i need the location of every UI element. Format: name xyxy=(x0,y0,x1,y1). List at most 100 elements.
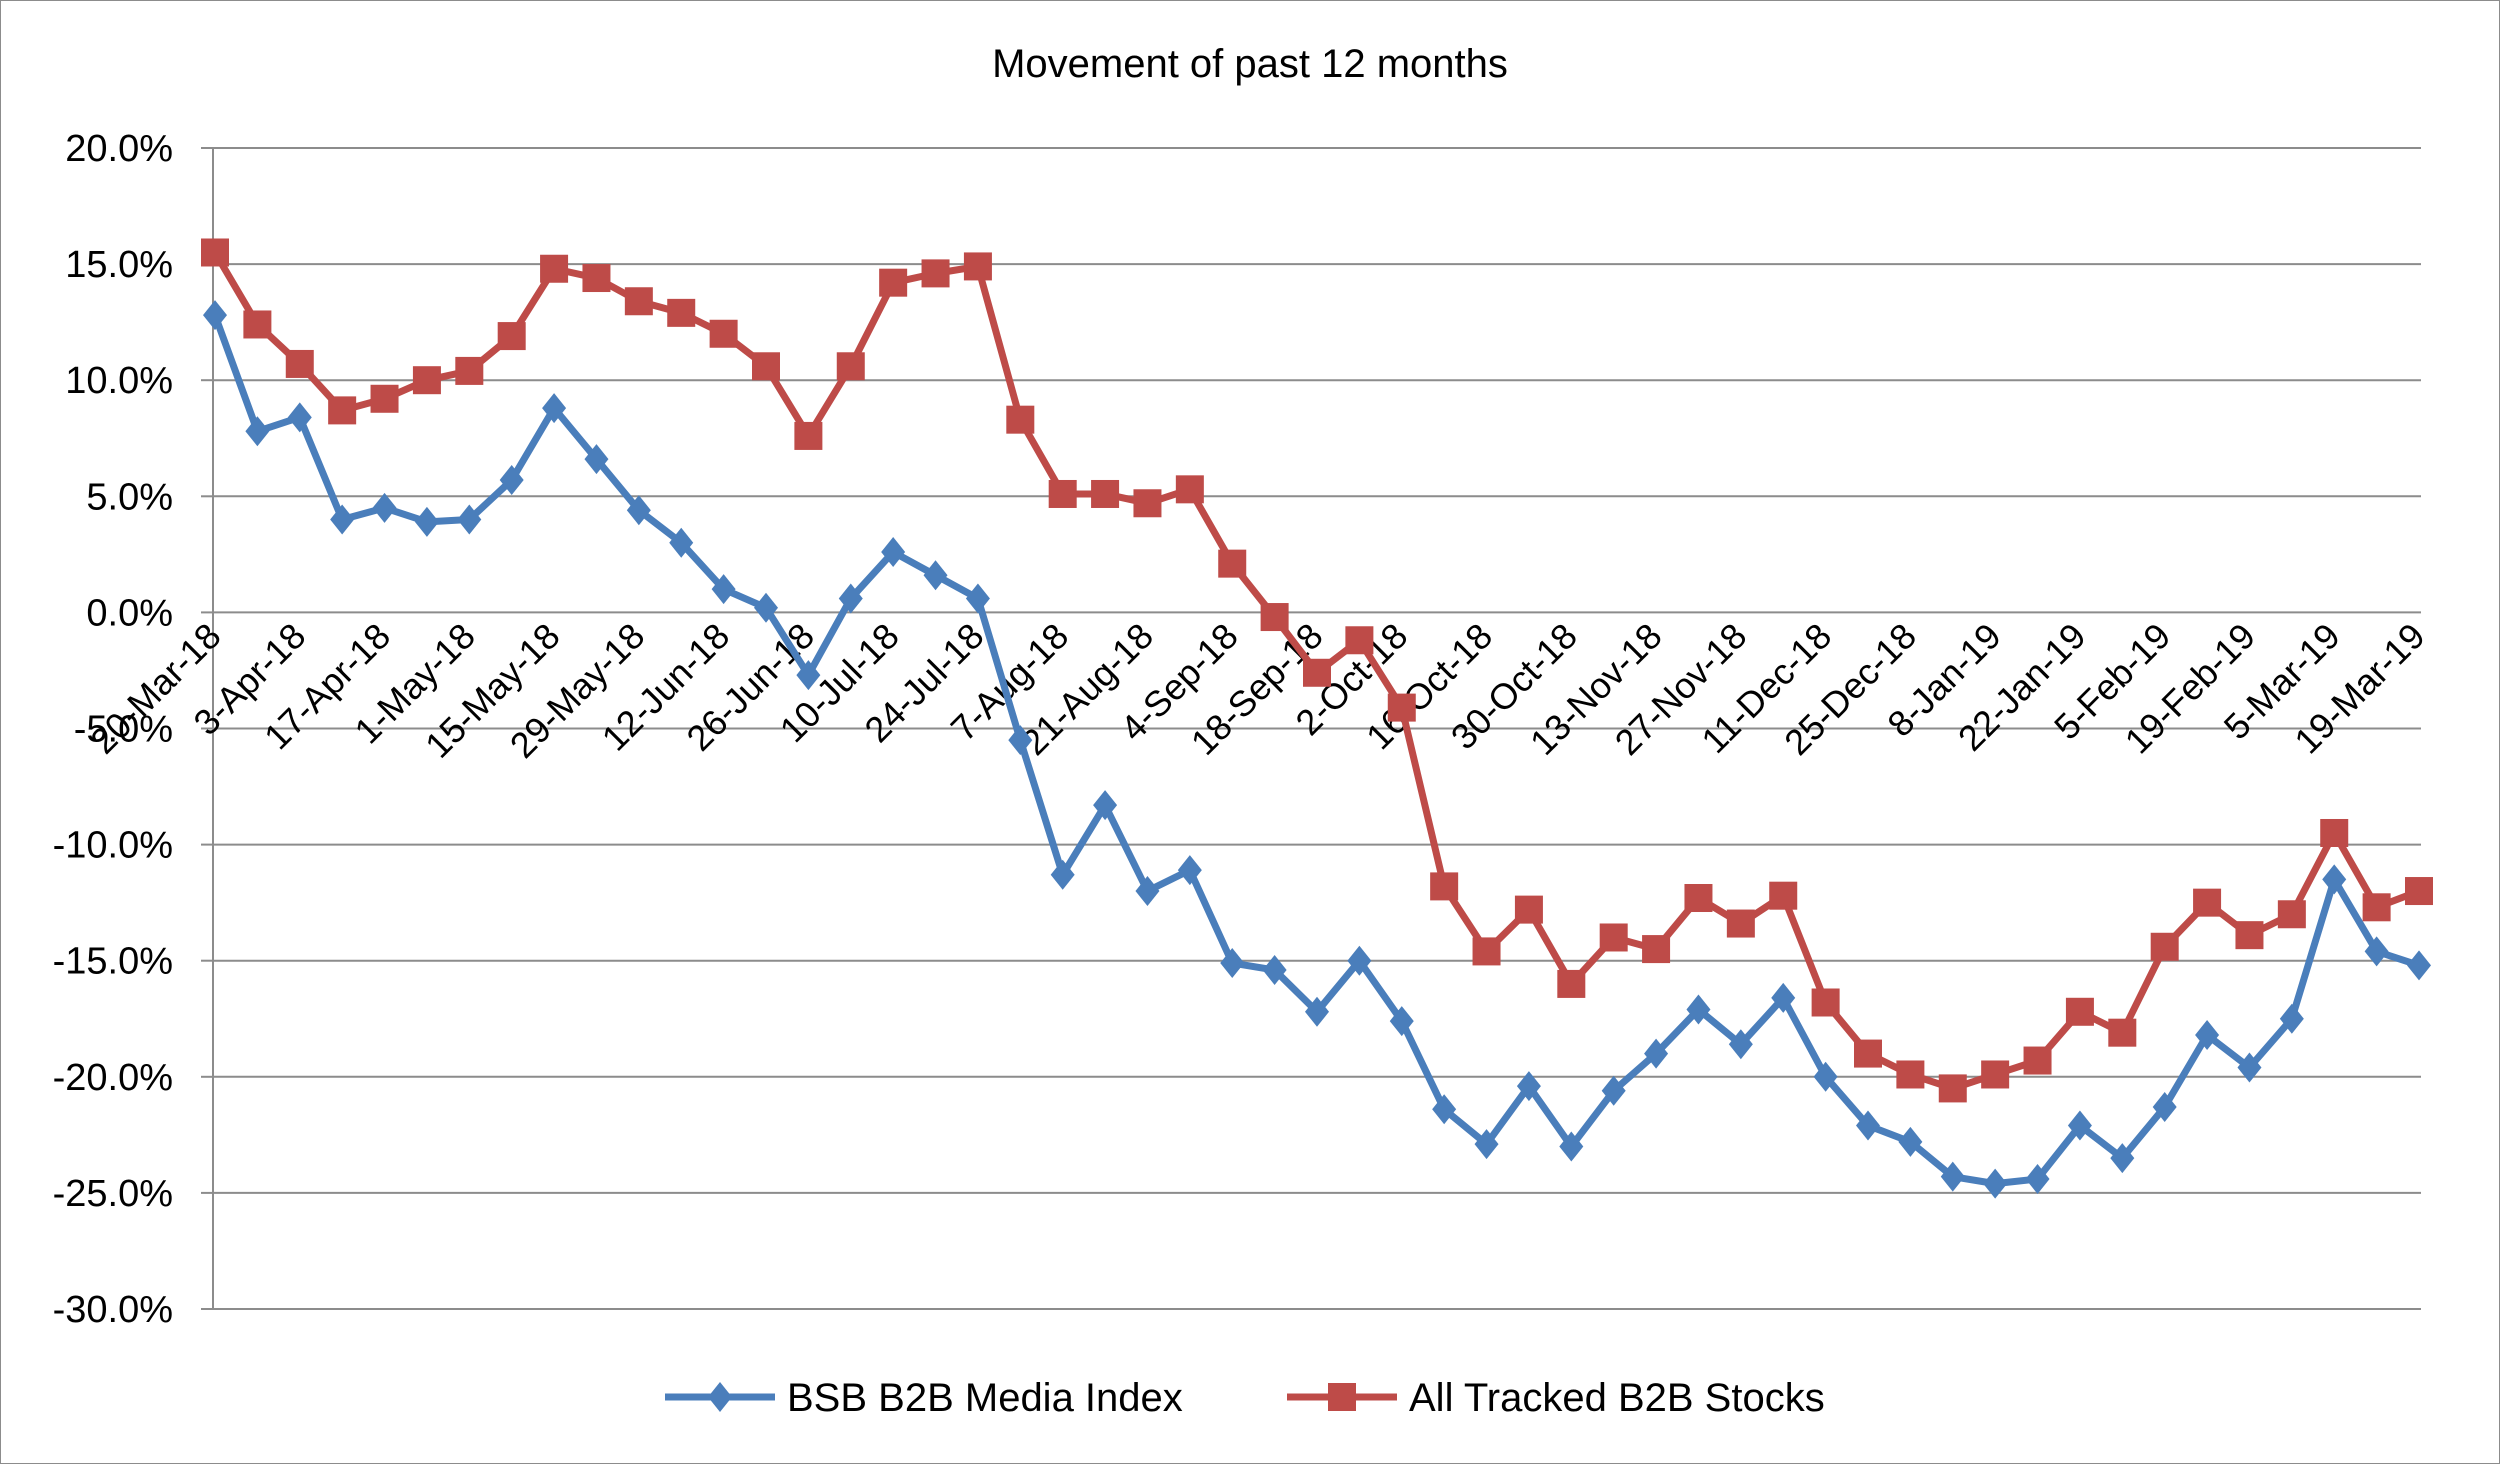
data-point xyxy=(1135,876,1160,907)
data-point xyxy=(1091,479,1120,508)
data-point xyxy=(243,310,272,339)
data-point xyxy=(1813,1061,1838,1092)
data-point xyxy=(1220,948,1245,979)
data-point xyxy=(711,574,736,605)
y-tick-label: 0.0% xyxy=(86,592,173,634)
data-point xyxy=(1008,725,1033,756)
legend-label: All Tracked B2B Stocks xyxy=(1409,1376,1825,1420)
data-point xyxy=(709,319,738,348)
data-point xyxy=(1387,693,1416,722)
data-point xyxy=(412,366,441,395)
data-point xyxy=(287,402,312,433)
data-point xyxy=(1218,549,1247,578)
data-point xyxy=(1050,859,1075,890)
data-point xyxy=(1175,475,1204,504)
data-point xyxy=(328,396,357,425)
data-point xyxy=(540,254,569,283)
data-point xyxy=(965,583,990,614)
data-point xyxy=(1133,489,1162,518)
series-lines xyxy=(201,238,2433,1199)
data-point xyxy=(1430,872,1459,901)
data-point xyxy=(2195,1020,2220,1051)
data-point xyxy=(1811,988,1840,1017)
data-point xyxy=(2152,1091,2177,1122)
data-point xyxy=(201,238,229,267)
data-point xyxy=(1726,909,1755,938)
data-point xyxy=(2279,1003,2304,1034)
data-point xyxy=(1898,1126,1923,1157)
legend-marker xyxy=(708,1382,732,1412)
data-point xyxy=(2362,893,2391,922)
data-point xyxy=(1642,935,1671,964)
data-point xyxy=(1896,1060,1925,1089)
data-point xyxy=(881,537,906,568)
y-tick-label: 20.0% xyxy=(65,128,173,170)
series-2 xyxy=(201,238,2433,1103)
data-point xyxy=(1728,1029,1753,1060)
data-point xyxy=(245,416,270,447)
data-point xyxy=(2023,1046,2052,1075)
data-point xyxy=(1684,884,1713,913)
data-point xyxy=(1686,994,1711,1025)
y-tick-label: 10.0% xyxy=(65,360,173,402)
data-point xyxy=(1006,405,1035,434)
data-point xyxy=(796,660,821,691)
grid-lines xyxy=(213,147,2421,1310)
data-point xyxy=(2320,818,2349,847)
data-point xyxy=(1769,881,1798,910)
data-point xyxy=(2108,1018,2137,1047)
data-point xyxy=(1983,1168,2008,1199)
data-point xyxy=(203,300,227,331)
data-point xyxy=(1601,1075,1626,1106)
data-point xyxy=(1856,1110,1880,1141)
data-point xyxy=(838,583,863,614)
data-point xyxy=(1177,855,1202,886)
legend-item: BSB B2B Media Index xyxy=(665,1376,1183,1420)
data-point xyxy=(1048,479,1077,508)
series-1 xyxy=(203,300,2431,1199)
data-point xyxy=(1260,603,1289,632)
data-point xyxy=(1303,658,1331,687)
data-point xyxy=(372,492,397,523)
data-point xyxy=(1093,790,1118,821)
data-point xyxy=(2364,936,2389,967)
data-point xyxy=(2193,888,2222,917)
data-point xyxy=(1771,982,1796,1013)
data-point xyxy=(836,352,865,381)
data-point xyxy=(582,264,611,293)
y-tick-label: -10.0% xyxy=(53,825,173,867)
data-point xyxy=(1940,1161,1965,1192)
data-point xyxy=(1474,1129,1499,1160)
y-tick-label: 15.0% xyxy=(65,244,173,286)
data-point xyxy=(2322,864,2347,895)
x-axis-tick-labels: 20-Mar-183-Apr-1817-Apr-181-May-1815-May… xyxy=(82,615,2432,766)
data-point xyxy=(1347,945,1372,976)
y-tick-label: -30.0% xyxy=(53,1289,173,1331)
data-point xyxy=(879,268,908,297)
data-point xyxy=(2235,921,2264,950)
data-point xyxy=(542,393,567,424)
y-tick-label: -15.0% xyxy=(53,941,173,983)
y-tick-label: 5.0% xyxy=(86,476,173,518)
data-point xyxy=(2237,1052,2262,1083)
legend: BSB B2B Media Index All Tracked B2B Stock… xyxy=(665,1376,1825,1420)
data-point xyxy=(1516,1071,1541,1102)
data-point xyxy=(455,356,484,385)
y-tick-label: -5.0% xyxy=(74,709,173,751)
data-point xyxy=(370,384,399,413)
data-point xyxy=(923,560,948,591)
data-point xyxy=(2025,1163,2050,1194)
data-point xyxy=(2405,877,2433,906)
legend-marker xyxy=(1328,1383,1356,1411)
chart-title: Movement of past 12 months xyxy=(992,42,1508,86)
y-tick-label: -20.0% xyxy=(53,1057,173,1099)
y-axis-tick-labels: 20.0% 15.0% 10.0% 5.0% 0.0% -5.0% -10.0% -15.0%… xyxy=(53,128,173,1331)
data-point xyxy=(667,298,696,327)
data-point xyxy=(921,259,950,288)
data-point xyxy=(414,506,439,537)
data-point xyxy=(330,504,355,535)
data-point xyxy=(1644,1038,1669,1069)
data-point xyxy=(624,287,653,316)
